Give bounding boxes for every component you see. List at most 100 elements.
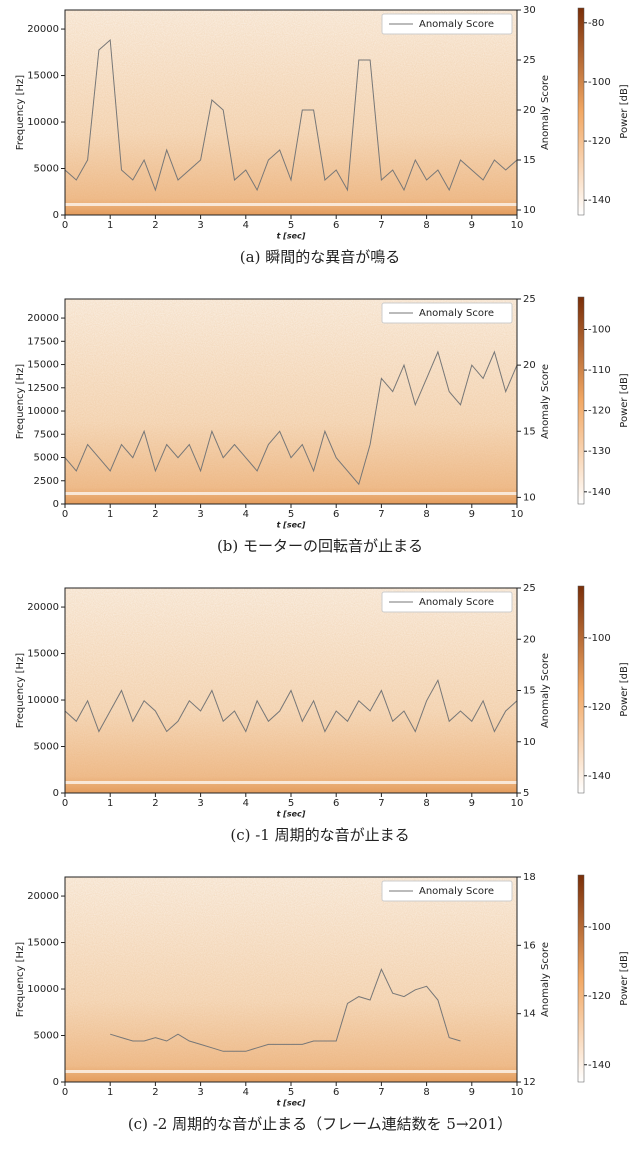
y-tick-label: 5000	[34, 164, 59, 175]
colorbar	[577, 7, 585, 216]
y-tick-label: 15000	[27, 71, 59, 82]
colorbar-tick-label: -100	[588, 77, 611, 88]
x-tick-label: 0	[62, 220, 68, 231]
score-line	[110, 968, 461, 1052]
plot-frame	[64, 298, 518, 505]
y-tick-label: 20000	[27, 24, 59, 35]
y-tick-label: 12500	[27, 383, 59, 394]
x-axis-label: t [sec]	[277, 810, 306, 819]
legend-label: Anomaly Score	[419, 19, 494, 30]
x-axis-label: t [sec]	[277, 232, 306, 241]
x-tick-label: 4	[243, 509, 249, 520]
x-tick-label: 8	[423, 798, 429, 809]
colorbar-tick-label: -80	[588, 18, 604, 29]
x-tick-label: 6	[333, 220, 339, 231]
caption: (c) -2 周期的な音が止まる（フレーム連結数を 5→201）	[128, 1115, 512, 1133]
y-tick-label: 5000	[34, 453, 59, 464]
colorbar	[577, 874, 585, 1083]
legend-label: Anomaly Score	[419, 308, 494, 319]
y-tick-label: 2500	[34, 476, 59, 487]
y-tick-label: 15000	[27, 360, 59, 371]
x-tick-label: 0	[62, 509, 68, 520]
y-tick-label: 5000	[34, 1031, 59, 1042]
y2-tick-label: 18	[523, 872, 536, 883]
y2-tick-label: 25	[523, 583, 536, 594]
y2-axis-label: Anomaly Score	[540, 653, 551, 728]
x-tick-label: 9	[469, 1087, 475, 1098]
x-tick-label: 9	[469, 509, 475, 520]
x-tick-label: 0	[62, 798, 68, 809]
y-tick-label: 7500	[34, 429, 59, 440]
low-band	[65, 781, 517, 784]
colorbar-tick-label: -120	[588, 406, 611, 417]
colorbar	[577, 296, 585, 505]
y-tick-label: 0	[53, 788, 59, 799]
x-tick-label: 1	[107, 220, 113, 231]
x-tick-label: 2	[152, 1087, 158, 1098]
x-tick-label: 1	[107, 1087, 113, 1098]
x-tick-label: 10	[511, 220, 524, 231]
x-tick-label: 3	[197, 798, 203, 809]
y2-tick-label: 10	[523, 737, 536, 748]
x-axis-label: t [sec]	[277, 1099, 306, 1108]
legend-label: Anomaly Score	[419, 597, 494, 608]
colorbar-tick-label: -100	[588, 633, 611, 644]
y2-tick-label: 15	[523, 426, 536, 437]
plot-frame	[64, 9, 518, 216]
legend-box	[381, 302, 513, 324]
x-tick-label: 8	[423, 509, 429, 520]
y2-axis-label: Anomaly Score	[540, 364, 551, 439]
y2-tick-label: 25	[523, 294, 536, 305]
caption: (b) モーターの回転音が止まる	[217, 537, 423, 555]
y2-tick-label: 5	[523, 788, 529, 799]
x-tick-label: 1	[107, 509, 113, 520]
score-line	[64, 38, 518, 192]
colorbar-label: Power [dB]	[619, 951, 630, 1006]
y2-tick-label: 16	[523, 940, 536, 951]
y2-tick-label: 12	[523, 1077, 536, 1088]
colorbar-tick-label: -140	[588, 1060, 611, 1071]
y-tick-label: 15000	[27, 649, 59, 660]
x-tick-label: 0	[62, 1087, 68, 1098]
y2-tick-label: 15	[523, 686, 536, 697]
y-tick-label: 20000	[27, 891, 59, 902]
x-tick-label: 3	[197, 220, 203, 231]
y-tick-label: 15000	[27, 938, 59, 949]
y2-axis-label: Anomaly Score	[540, 942, 551, 1017]
y2-tick-label: 20	[523, 634, 536, 645]
colorbar-tick-label: -140	[588, 487, 611, 498]
y2-tick-label: 10	[523, 205, 536, 216]
colorbar-tick-label: -130	[588, 446, 611, 457]
legend-box	[381, 880, 513, 902]
legend-box	[381, 13, 513, 35]
x-tick-label: 9	[469, 220, 475, 231]
y-tick-label: 17500	[27, 336, 59, 347]
colorbar-tick-label: -120	[588, 991, 611, 1002]
caption: (a) 瞬間的な異音が鳴る	[240, 248, 400, 266]
y2-axis-label: Anomaly Score	[540, 75, 551, 150]
x-tick-label: 10	[511, 1087, 524, 1098]
x-tick-label: 5	[288, 220, 294, 231]
y2-tick-label: 14	[523, 1009, 536, 1020]
y2-tick-label: 25	[523, 55, 536, 66]
colorbar-label: Power [dB]	[619, 84, 630, 139]
colorbar-tick-label: -120	[588, 702, 611, 713]
spectrogram-noise	[65, 877, 517, 1082]
x-tick-label: 9	[469, 798, 475, 809]
colorbar-tick-label: -140	[588, 195, 611, 206]
x-axis-label: t [sec]	[277, 521, 306, 530]
x-tick-label: 2	[152, 220, 158, 231]
x-tick-label: 6	[333, 1087, 339, 1098]
y-tick-label: 20000	[27, 313, 59, 324]
x-tick-label: 5	[288, 509, 294, 520]
x-tick-label: 7	[378, 220, 384, 231]
colorbar-tick-label: -140	[588, 771, 611, 782]
x-tick-label: 6	[333, 798, 339, 809]
low-band	[65, 1070, 517, 1073]
y2-tick-label: 10	[523, 492, 536, 503]
x-tick-label: 6	[333, 509, 339, 520]
x-tick-label: 3	[197, 1087, 203, 1098]
y-axis-label: Frequency [Hz]	[15, 364, 26, 440]
score-line	[64, 350, 518, 486]
